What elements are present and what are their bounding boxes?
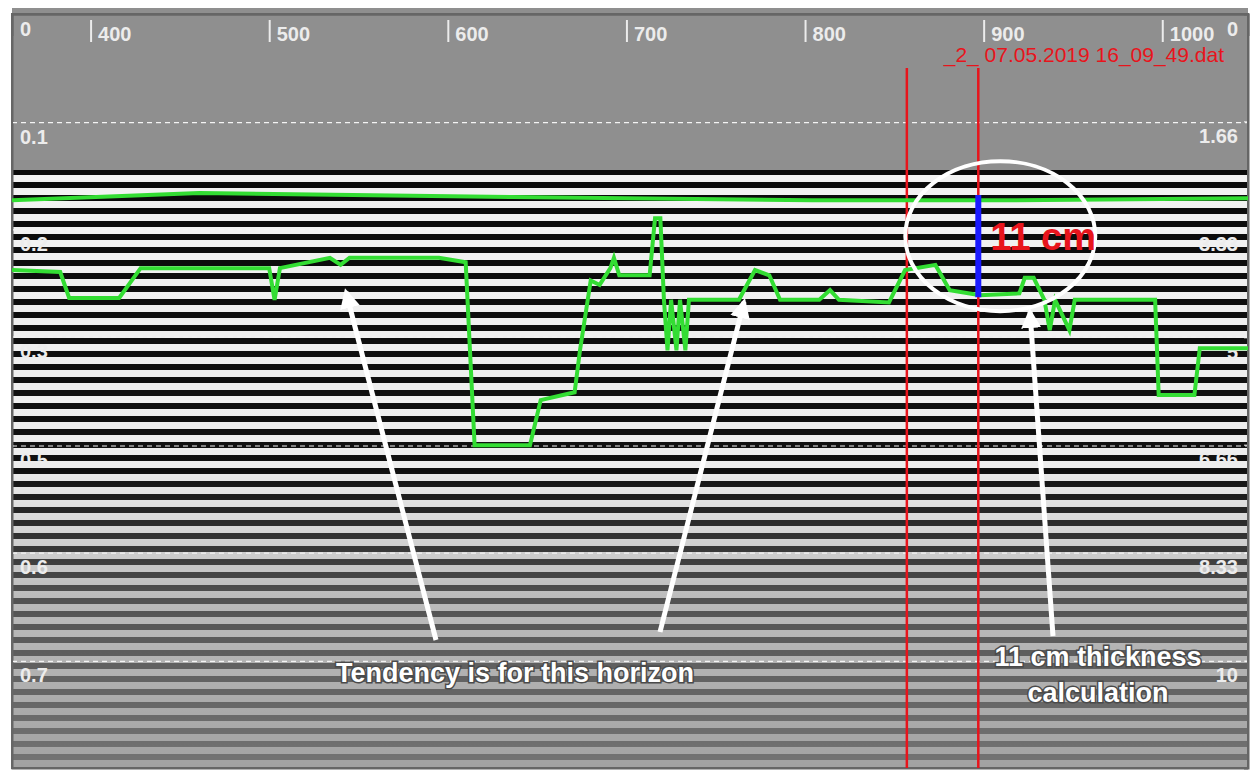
y-tick: 0 (12, 15, 1248, 40)
x-tick: 800 (806, 20, 846, 45)
annotations: 11 cm _2_ 07.05.2019 16_09_49.dat Tendency… (336, 43, 1224, 708)
tick-mark (447, 20, 449, 42)
y2-tick-label: 1.66 (1199, 125, 1238, 147)
x-tick-label: 900 (991, 23, 1024, 45)
y2-tick-label: 6.66 (1199, 448, 1238, 470)
chart: 0 0.1 0.2 0.3 0.5 0.6 0.7 0 1.66 3.33 5 6.66 8.33 10 4… (0, 0, 1252, 776)
y-axis-line (13, 15, 1249, 769)
y-tick-label: 0.7 (20, 664, 48, 686)
x-tick: 600 (448, 20, 488, 45)
tick-mark (626, 20, 628, 42)
y2-tick-label: 3.33 (1199, 233, 1238, 255)
plot-bg (12, 8, 1248, 768)
y-tick: 0.5 (12, 446, 1248, 471)
radargram-texture (12, 170, 1248, 768)
y-tick-label: 0.6 (20, 556, 48, 578)
y2-tick: 1.66 (1199, 122, 1248, 147)
x-tick-label: 1000 (1170, 23, 1215, 45)
x-tick-label: 700 (634, 23, 667, 45)
grid-line (12, 553, 1248, 554)
x-axis-top: 400 500 600 700 800 900 1000 (13, 15, 1249, 46)
horizon-line (12, 193, 1248, 200)
tick-mark (90, 20, 92, 42)
x-tick-label: 500 (277, 23, 310, 45)
arrow (346, 292, 436, 640)
arrow (1030, 312, 1053, 636)
plot-marks (12, 68, 1248, 768)
y2-tick-label: 10 (1216, 664, 1238, 686)
y-tick-label: 0.2 (20, 233, 48, 255)
grid-line (12, 122, 1248, 123)
y2-tick: 8.33 (1199, 553, 1248, 578)
y2-tick-label: 5 (1227, 341, 1238, 363)
x-tick: 400 (91, 20, 131, 45)
x-tick: 1000 (1163, 20, 1215, 45)
thickness-label: 11 cm (990, 216, 1096, 258)
x-tick: 700 (627, 20, 667, 45)
tick-mark (983, 20, 985, 42)
grid-line (12, 445, 1248, 446)
x-tick-label: 800 (813, 23, 846, 45)
x-tick-label: 600 (455, 23, 488, 45)
highlight-ellipse (905, 161, 1095, 311)
y-tick-label: 0.5 (20, 449, 48, 471)
x-axis-line (13, 15, 1249, 37)
y-axis-right: 0 1.66 3.33 5 6.66 8.33 10 (1199, 15, 1248, 769)
file-label: _2_ 07.05.2019 16_09_49.dat (943, 43, 1224, 67)
plot-frame (12, 14, 1248, 768)
tick-mark (805, 20, 807, 42)
arrow (660, 302, 744, 632)
y-tick-label: 0.1 (20, 126, 48, 148)
y2-tick-label: 0 (1227, 18, 1238, 40)
y-axis-left: 0 0.1 0.2 0.3 0.5 0.6 0.7 (12, 15, 1248, 769)
x-tick-label: 400 (98, 23, 131, 45)
y-tick: 0.1 (12, 123, 1248, 148)
x-tick: 900 (984, 20, 1024, 45)
y-tick-label: 0 (20, 18, 31, 40)
y-tick: 0.6 (12, 553, 1248, 578)
marker-line (906, 68, 909, 768)
y2-tick: 10 (1216, 661, 1248, 686)
y2-tick: 6.66 (1199, 445, 1248, 470)
page-bg (0, 0, 1252, 776)
y-tick: 0.3 (12, 337, 1248, 362)
x-tick: 500 (270, 20, 310, 45)
grid-line (12, 336, 1248, 337)
tick-mark (269, 20, 271, 42)
y2-tick: 3.33 (1199, 230, 1248, 255)
annotation: 11 cm thickness (994, 642, 1201, 672)
marker-line (977, 68, 980, 768)
y2-tick: 0 (1227, 15, 1248, 40)
y2-tick: 5 (1227, 338, 1248, 363)
thickness-bar (975, 195, 981, 297)
y-tick-label: 0.3 (20, 340, 48, 362)
tick-mark (1162, 20, 1164, 42)
annotation: calculation (1027, 678, 1168, 708)
y2-tick-label: 8.33 (1199, 556, 1238, 578)
annotation: Tendency is for this horizon (336, 658, 694, 688)
